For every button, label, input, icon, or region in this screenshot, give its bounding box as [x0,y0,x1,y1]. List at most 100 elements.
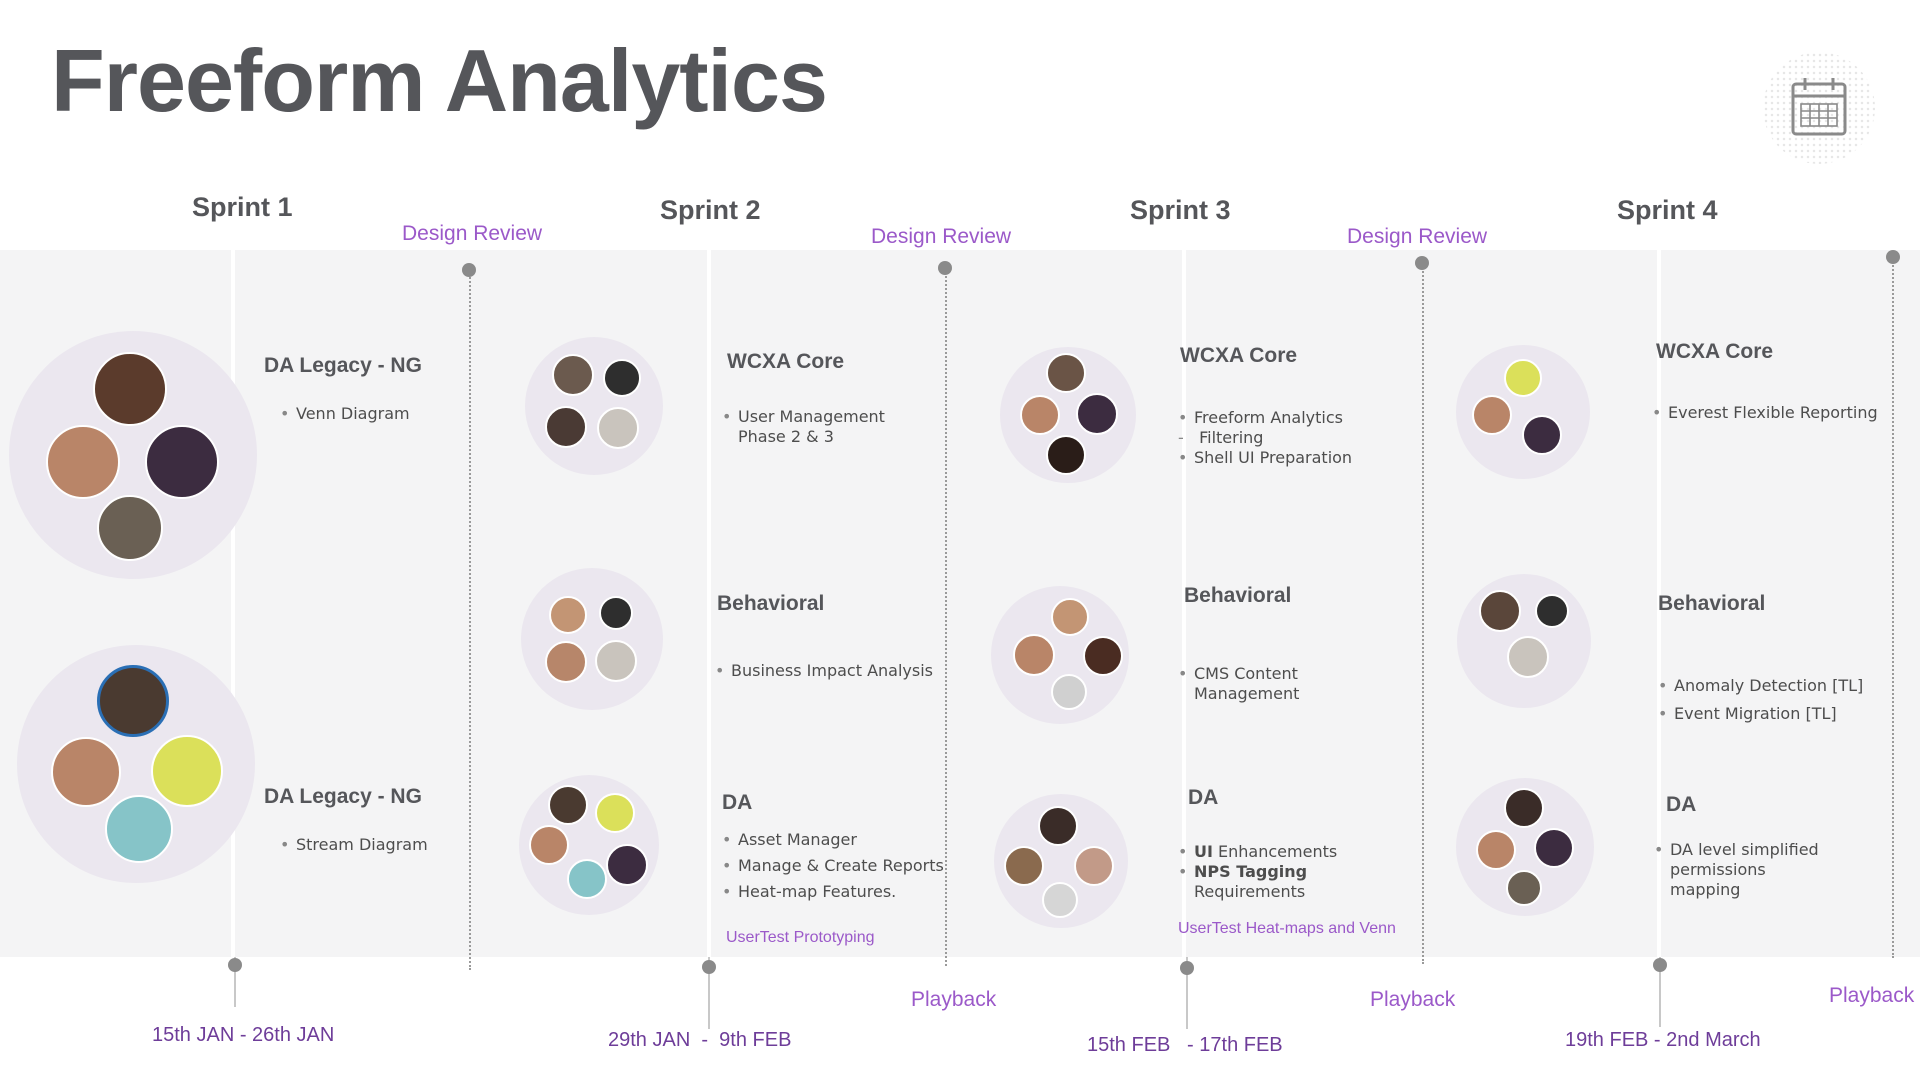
avatar[interactable] [1506,870,1542,906]
s1-a-list: Venn Diagram [278,404,468,430]
list-item: Venn Diagram [278,404,468,424]
s2-c-heading: DA [722,791,753,814]
avatar[interactable] [606,844,648,886]
avatar[interactable] [599,596,633,630]
avatar[interactable] [1479,590,1521,632]
playback-label-2: Playback [1370,988,1456,1011]
list-item: Heat-map Features. [720,882,950,902]
usertest-heatmaps-link[interactable]: UserTest Heat-maps and Venn [1178,920,1396,937]
sprint-2-stem [708,957,710,1029]
avatar[interactable] [545,406,587,448]
avatar[interactable] [97,665,169,737]
s3-c-heading: DA [1188,786,1219,809]
avatar[interactable] [93,352,167,426]
design-review-label-2: Design Review [871,225,1012,248]
sprint-1-date: 15th JAN - 26th JAN [152,1024,335,1046]
team-cluster-s1-a [9,331,257,579]
sprint-4-boundary [1657,250,1661,957]
avatar[interactable] [1535,594,1569,628]
team-cluster-s4-a [1456,345,1590,479]
list-item: CMS Content Management [1176,664,1406,704]
sprint-3-boundary [1182,250,1186,957]
avatar[interactable] [1038,806,1078,846]
avatar[interactable] [548,785,588,825]
list-item: User Management Phase 2 & 3 [720,407,895,447]
list-item: Asset Manager [720,830,950,850]
s4-b-list: Anomaly Detection [TL] Event Migration [… [1656,676,1886,730]
avatar[interactable] [1083,636,1123,676]
avatar[interactable] [1504,788,1544,828]
sprint-4-heading: Sprint 4 [1617,195,1718,225]
avatar[interactable] [595,793,635,833]
avatar[interactable] [151,735,223,807]
team-cluster-s4-c [1456,778,1594,916]
avatar[interactable] [1042,882,1078,918]
team-cluster-s4-b [1457,574,1591,708]
avatar[interactable] [545,641,587,683]
avatar[interactable] [1020,395,1060,435]
sprint-1-marker [228,958,242,972]
avatar[interactable] [549,596,587,634]
avatar[interactable] [1076,393,1118,435]
team-cluster-s3-b [991,586,1129,724]
avatar[interactable] [97,495,163,561]
avatar[interactable] [1472,395,1512,435]
s1-b-heading: DA Legacy - NG [264,785,422,808]
avatar[interactable] [1074,846,1114,886]
avatar[interactable] [552,354,594,396]
avatar[interactable] [597,407,639,449]
team-cluster-s3-c [994,794,1128,928]
avatar[interactable] [1534,828,1574,868]
s2-c-list: Asset Manager Manage & Create Reports He… [720,830,950,908]
avatar[interactable] [1522,415,1562,455]
avatar[interactable] [1051,598,1089,636]
avatar[interactable] [1004,846,1044,886]
avatar[interactable] [1507,636,1549,678]
sprint-3-marker [1180,961,1194,975]
avatar[interactable] [1046,435,1086,475]
s4-c-heading: DA [1666,793,1697,816]
avatar[interactable] [1504,359,1542,397]
s4-a-list: Everest Flexible Reporting [1650,403,1890,429]
sprint-1-boundary [231,250,235,957]
list-item: Freeform Analytics [1176,408,1386,428]
calendar-icon [1763,52,1875,164]
design-review-line-1 [469,270,471,970]
sprint-3-date: 15th FEB - 17th FEB [1087,1034,1283,1056]
list-item-text: Filtering [1199,428,1264,447]
design-review-label-1: Design Review [402,222,543,245]
s2-b-heading: Behavioral [717,592,825,615]
avatar[interactable] [46,425,120,499]
s2-b-list: Business Impact Analysis [713,661,943,687]
s3-b-heading: Behavioral [1184,584,1292,607]
s3-b-list: CMS Content Management [1176,664,1406,710]
avatar[interactable] [595,640,637,682]
usertest-prototyping-link[interactable]: UserTest Prototyping [726,929,875,946]
s1-b-list: Stream Diagram [278,835,468,861]
sprint-1-stem [234,957,236,1007]
avatar[interactable] [51,737,121,807]
sprint-3-stem [1186,957,1188,1029]
avatar[interactable] [1051,674,1087,710]
list-item: Business Impact Analysis [713,661,943,681]
team-cluster-s2-a [525,337,663,475]
s3-a-list: Freeform Analytics Filtering Shell UI Pr… [1176,408,1386,474]
playback-line-4 [1892,258,1894,958]
team-cluster-s3-a [1000,347,1136,483]
sprint-2-marker [702,960,716,974]
avatar[interactable] [603,359,641,397]
avatar[interactable] [1046,353,1086,393]
avatar[interactable] [567,859,607,899]
sprint-1-heading: Sprint 1 [192,192,293,222]
avatar[interactable] [145,425,219,499]
avatar[interactable] [105,795,173,863]
avatar[interactable] [1013,634,1055,676]
design-review-marker-1 [462,263,476,277]
avatar[interactable] [529,825,569,865]
list-item: NPS Tagging Requirements [1176,862,1406,902]
avatar[interactable] [1476,830,1516,870]
list-item: Filtering [1176,428,1386,448]
design-review-marker-2 [938,261,952,275]
playback-label-3: Playback [1829,984,1915,1007]
list-item: UI Enhancements [1176,842,1406,862]
